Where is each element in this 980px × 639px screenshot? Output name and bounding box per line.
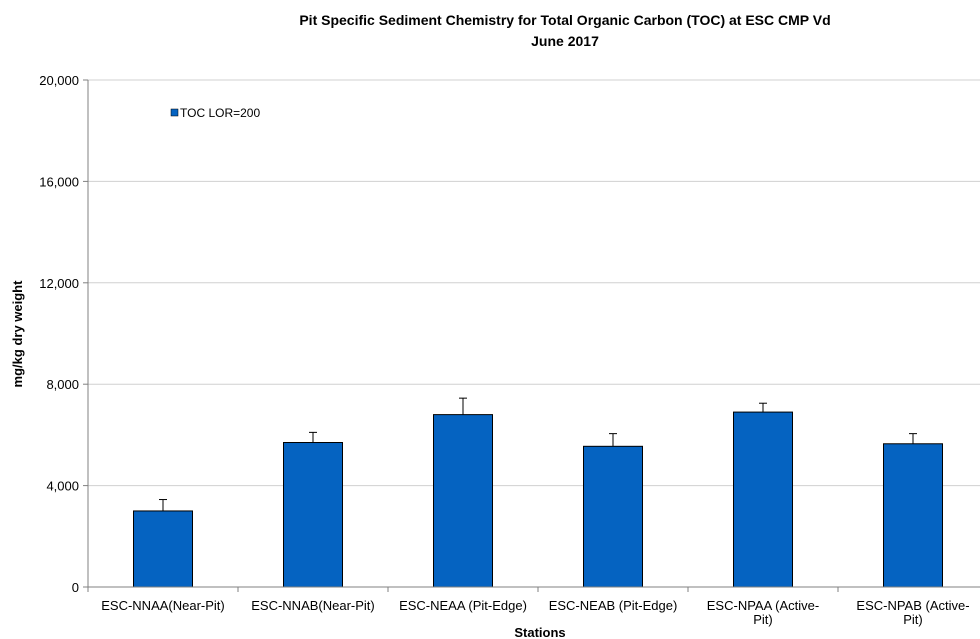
x-tick-labels: ESC-NNAA(Near-Pit) ESC-NNAB(Near-Pit) ESC-…	[87, 587, 970, 627]
y-tick-label: 16,000	[39, 174, 79, 189]
bar	[133, 510, 193, 588]
bars-group	[133, 411, 943, 588]
legend-label: TOC LOR=200	[180, 106, 260, 120]
gridlines	[88, 79, 980, 487]
bar	[283, 442, 343, 588]
x-tick-label: Pit)	[753, 612, 773, 627]
y-tick-label: 12,000	[39, 276, 79, 291]
y-tick-label: 20,000	[39, 73, 79, 88]
bar	[433, 414, 493, 588]
y-tick-labels: 0 4,000 8,000 12,000 16,000 20,000	[39, 73, 88, 595]
x-tick-label: Pit)	[903, 612, 923, 627]
x-tick-label: ESC-NNAB(Near-Pit)	[251, 598, 375, 613]
x-tick-label: ESC-NEAB (Pit-Edge)	[549, 598, 678, 613]
chart-title-line-2: June 2017	[531, 33, 599, 49]
bar	[733, 411, 793, 588]
x-tick-label: ESC-NNAA(Near-Pit)	[101, 598, 225, 613]
x-axis-title: Stations	[514, 625, 565, 639]
x-tick-label: ESC-NPAA (Active-	[707, 598, 819, 613]
bar	[883, 443, 943, 588]
legend-swatch	[170, 108, 179, 117]
bar	[583, 445, 643, 588]
y-tick-label: 8,000	[46, 377, 79, 392]
y-axis-title: mg/kg dry weight	[10, 280, 25, 388]
y-tick-label: 0	[72, 580, 79, 595]
x-tick-label: ESC-NEAA (Pit-Edge)	[399, 598, 527, 613]
y-tick-label: 4,000	[46, 479, 79, 494]
x-tick-label: ESC-NPAB (Active-	[856, 598, 969, 613]
error-bars-group	[159, 397, 917, 511]
chart-title-line-1: Pit Specific Sediment Chemistry for Tota…	[299, 12, 830, 28]
legend: TOC LOR=200	[170, 106, 260, 120]
